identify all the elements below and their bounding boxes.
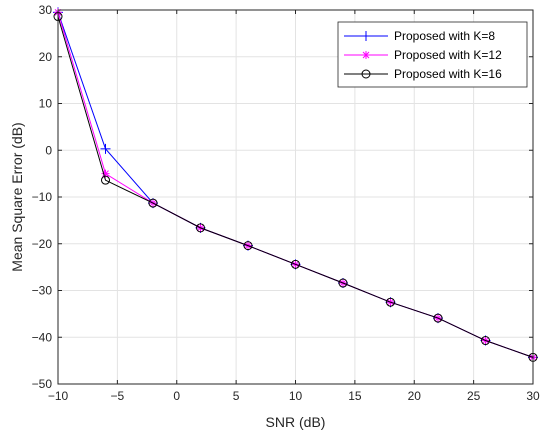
- series-3: [53, 12, 538, 362]
- x-tick-label: 10: [289, 389, 303, 403]
- y-tick-label: 10: [39, 97, 53, 111]
- x-tick-label: 0: [173, 389, 180, 403]
- y-tick-label: 30: [39, 3, 53, 17]
- x-tick-label: 30: [526, 389, 540, 403]
- data-point-marker: [100, 143, 111, 154]
- series-group: [53, 7, 538, 363]
- legend-label: Proposed with K=12: [394, 48, 502, 62]
- legend-marker: [361, 31, 371, 41]
- legend-label: Proposed with K=16: [394, 67, 502, 81]
- x-tick-label: −10: [48, 389, 69, 403]
- legend-item: Proposed with K=8: [344, 29, 495, 43]
- legend-marker: [361, 69, 371, 79]
- legend-item: Proposed with K=16: [344, 67, 502, 81]
- legend: Proposed with K=8 Proposed with K=12 Propo…: [337, 21, 528, 88]
- y-tick-label: −40: [32, 330, 53, 344]
- data-point-marker: [291, 259, 300, 269]
- series-line: [57, 16, 534, 358]
- y-tick-label: −20: [32, 237, 53, 251]
- data-point-marker: [386, 297, 395, 307]
- legend-items: Proposed with K=8 Proposed with K=12 Propo…: [344, 29, 502, 81]
- y-tick-label: −10: [32, 190, 53, 204]
- y-tick-label: 20: [39, 50, 53, 64]
- legend-item: Proposed with K=12: [344, 48, 502, 62]
- y-tick-label: 0: [45, 143, 52, 157]
- x-axis-title: SNR (dB): [266, 414, 326, 430]
- y-tick-labels: −50 −40 −30 −20 −10 0 10 20 30: [32, 3, 53, 391]
- y-tick-label: −50: [32, 377, 53, 391]
- data-point-marker: [338, 278, 348, 288]
- y-tick-label: −30: [32, 284, 53, 298]
- x-tick-label: 15: [348, 389, 362, 403]
- data-point-marker: [196, 223, 205, 233]
- legend-label: Proposed with K=8: [394, 29, 495, 43]
- data-point-marker: [481, 336, 490, 346]
- x-tick-label: 5: [233, 389, 240, 403]
- data-point-marker: [243, 241, 253, 251]
- x-tick-label: 25: [467, 389, 481, 403]
- legend-marker: [362, 51, 370, 59]
- plot-frame: [57, 9, 534, 385]
- data-point-marker: [148, 198, 158, 208]
- x-tick-label: 20: [408, 389, 422, 403]
- data-point-marker: [433, 313, 443, 323]
- x-tick-label: −5: [111, 389, 125, 403]
- y-axis-title: Mean Square Error (dB): [9, 122, 25, 271]
- data-point-marker: [101, 175, 110, 185]
- x-tick-labels: −10 −5 0 5 10 15 20 25 30: [48, 389, 540, 403]
